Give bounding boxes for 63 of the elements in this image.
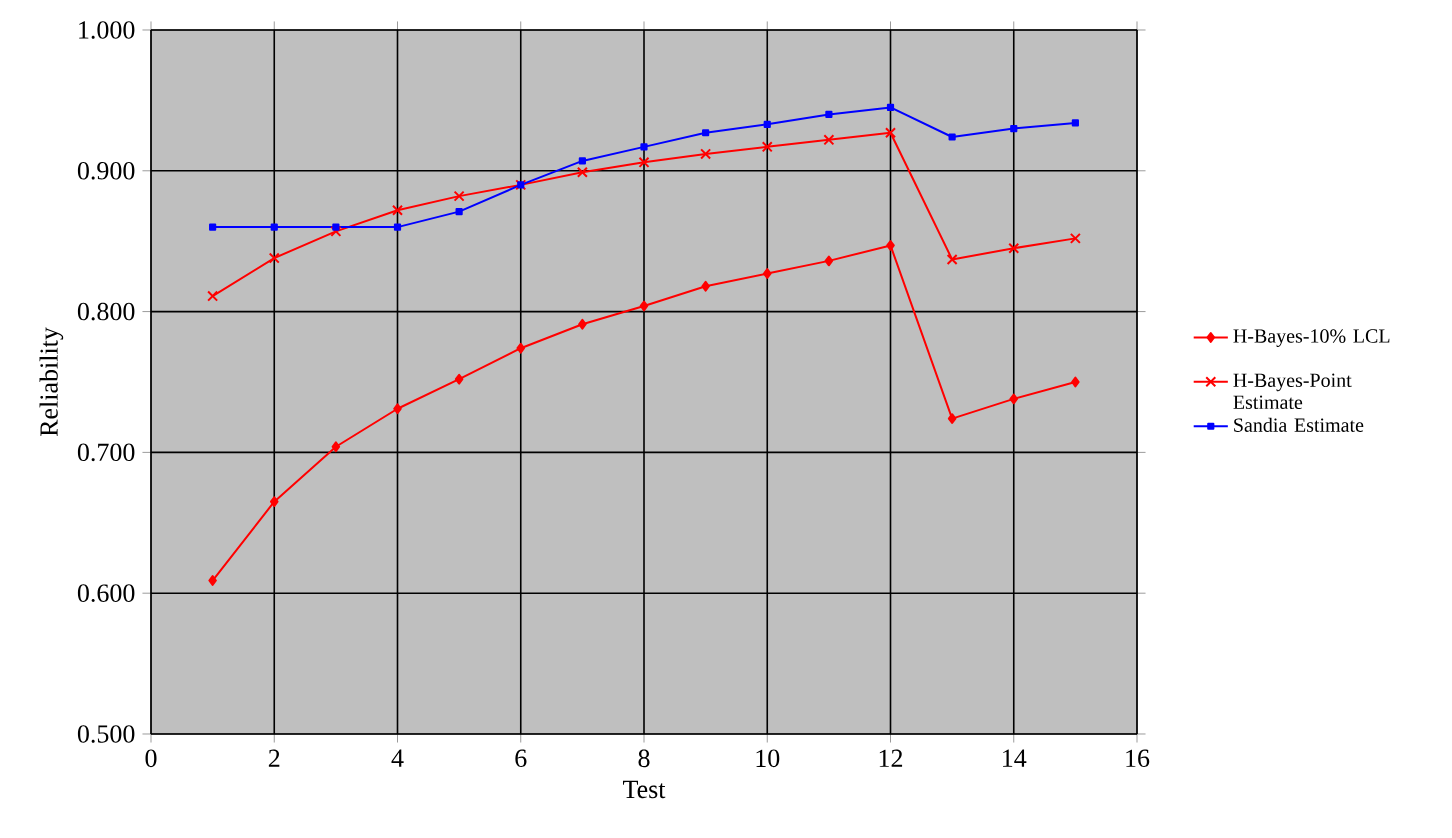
- y-axis-title: Reliability: [39, 327, 64, 437]
- point: [268, 252, 280, 264]
- point: [393, 403, 402, 415]
- x-tick-label: 8: [638, 749, 650, 768]
- x-tick-label: 2: [268, 749, 280, 767]
- point: [761, 141, 773, 153]
- point: [1010, 124, 1018, 133]
- x-tick-label: 6: [515, 749, 527, 768]
- y-tick-label: 1.000: [79, 21, 135, 39]
- point: [701, 280, 710, 292]
- point: [391, 204, 404, 216]
- legend-label: Sandia Estimate: [1234, 417, 1364, 432]
- point: [393, 223, 402, 231]
- x-tick-label: 14: [1003, 749, 1027, 767]
- point: [578, 157, 586, 165]
- x-tick-label: 0: [145, 749, 157, 768]
- point: [640, 143, 648, 151]
- point: [208, 575, 217, 586]
- legend-label: H-Bayes-10% LCL: [1233, 329, 1390, 347]
- point: [762, 268, 772, 279]
- point: [638, 156, 650, 168]
- point: [1069, 232, 1081, 244]
- point: [578, 318, 587, 330]
- point: [702, 129, 710, 137]
- x-tick-label: 10: [756, 749, 780, 768]
- y-tick-label: 0.700: [77, 443, 135, 462]
- point: [639, 300, 649, 312]
- point: [270, 223, 278, 231]
- point: [824, 255, 834, 267]
- y-tick-label: 0.500: [77, 725, 135, 743]
- point: [454, 373, 464, 385]
- point: [576, 166, 588, 178]
- point: [700, 148, 712, 160]
- x-axis-title: Test: [623, 780, 666, 799]
- point: [884, 127, 897, 139]
- point: [947, 413, 957, 424]
- point: [1071, 119, 1079, 127]
- point: [453, 190, 465, 202]
- point: [269, 496, 279, 508]
- point: [207, 290, 219, 302]
- point: [946, 253, 958, 266]
- x-tick-label: 16: [1126, 749, 1150, 768]
- point: [886, 240, 895, 251]
- point: [1009, 393, 1019, 405]
- x-tick-label: 4: [391, 749, 404, 767]
- point: [330, 225, 342, 237]
- point: [1008, 242, 1020, 254]
- point: [1071, 376, 1080, 388]
- point: [331, 441, 341, 453]
- point: [886, 103, 895, 112]
- y-tick-label: 0.900: [77, 161, 135, 180]
- point: [516, 342, 526, 354]
- x-tick-label: 12: [879, 749, 903, 767]
- legend-label: H-Bayes-Point Estimate: [1233, 373, 1352, 410]
- point: [763, 120, 771, 128]
- point: [455, 208, 463, 216]
- point: [209, 223, 217, 231]
- point: [332, 223, 340, 231]
- point: [948, 133, 956, 141]
- y-tick-label: 0.800: [77, 302, 135, 321]
- point: [823, 134, 835, 146]
- y-tick-label: 0.600: [77, 584, 135, 603]
- point: [825, 110, 833, 119]
